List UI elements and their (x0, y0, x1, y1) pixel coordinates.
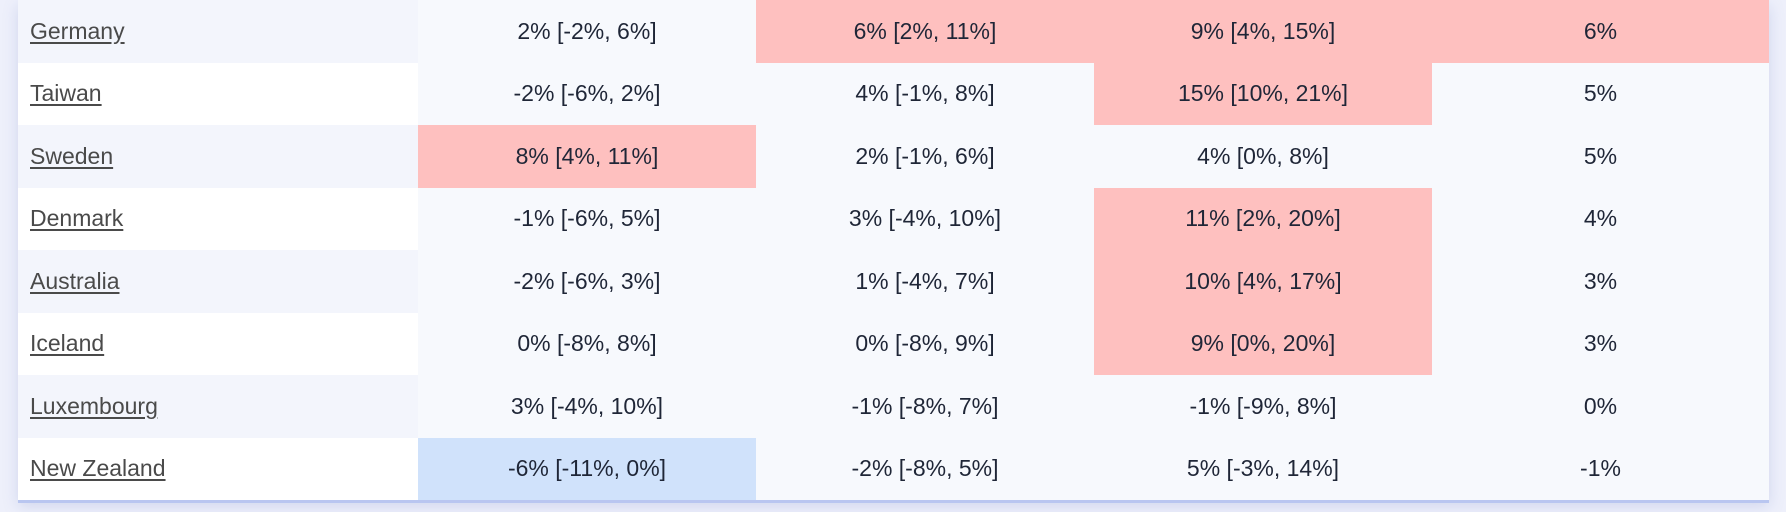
country-link[interactable]: Germany (30, 17, 125, 44)
country-name-cell: Sweden (18, 125, 418, 188)
country-name-cell: New Zealand (18, 437, 418, 500)
table-row: Germany 2% [-2%, 6%] 6% [2%, 11%] 9% [4%… (18, 0, 1769, 63)
value-cell: -2% [-8%, 5%] (756, 437, 1094, 500)
value-cell: 3% [-4%, 10%] (756, 187, 1094, 250)
country-name-cell: Denmark (18, 187, 418, 250)
country-link[interactable]: Sweden (30, 142, 114, 169)
value-cell: 6% [2%, 11%] (756, 0, 1094, 63)
country-link[interactable]: Australia (30, 267, 120, 294)
summary-cell: 5% (1432, 125, 1769, 188)
value-cell: 9% [4%, 15%] (1094, 0, 1432, 63)
value-cell: -1% [-6%, 5%] (418, 187, 756, 250)
value-cell: 5% [-3%, 14%] (1094, 437, 1432, 500)
value-cell: 3% [-4%, 10%] (418, 375, 756, 438)
summary-cell: -1% (1432, 437, 1769, 500)
table-row: Iceland 0% [-8%, 8%] 0% [-8%, 9%] 9% [0%… (18, 312, 1769, 375)
value-cell: -2% [-6%, 3%] (418, 250, 756, 313)
country-name-cell: Taiwan (18, 62, 418, 125)
summary-cell: 5% (1432, 62, 1769, 125)
results-table: Germany 2% [-2%, 6%] 6% [2%, 11%] 9% [4%… (18, 0, 1769, 500)
value-cell: 2% [-2%, 6%] (418, 0, 756, 63)
summary-cell: 3% (1432, 250, 1769, 313)
value-cell: 0% [-8%, 9%] (756, 312, 1094, 375)
country-name-cell: Australia (18, 250, 418, 313)
value-cell: 10% [4%, 17%] (1094, 250, 1432, 313)
country-name-cell: Luxembourg (18, 375, 418, 438)
country-name-cell: Iceland (18, 312, 418, 375)
table-row: Taiwan -2% [-6%, 2%] 4% [-1%, 8%] 15% [1… (18, 62, 1769, 125)
value-cell: 15% [10%, 21%] (1094, 62, 1432, 125)
summary-cell: 4% (1432, 187, 1769, 250)
value-cell: 4% [0%, 8%] (1094, 125, 1432, 188)
table-body: Germany 2% [-2%, 6%] 6% [2%, 11%] 9% [4%… (18, 0, 1769, 500)
country-name-cell: Germany (18, 0, 418, 63)
summary-cell: 0% (1432, 375, 1769, 438)
country-link[interactable]: New Zealand (30, 455, 166, 482)
table-row: Australia -2% [-6%, 3%] 1% [-4%, 7%] 10%… (18, 250, 1769, 313)
value-cell: 4% [-1%, 8%] (756, 62, 1094, 125)
value-cell: 8% [4%, 11%] (418, 125, 756, 188)
value-cell: -1% [-9%, 8%] (1094, 375, 1432, 438)
value-cell: 1% [-4%, 7%] (756, 250, 1094, 313)
table-row: Denmark -1% [-6%, 5%] 3% [-4%, 10%] 11% … (18, 187, 1769, 250)
country-link[interactable]: Taiwan (30, 80, 102, 107)
country-link[interactable]: Iceland (30, 330, 105, 357)
value-cell: 9% [0%, 20%] (1094, 312, 1432, 375)
table-row: Luxembourg 3% [-4%, 10%] -1% [-8%, 7%] -… (18, 375, 1769, 438)
country-link[interactable]: Luxembourg (30, 392, 158, 419)
country-results-table: Germany 2% [-2%, 6%] 6% [2%, 11%] 9% [4%… (18, 0, 1769, 500)
summary-cell: 6% (1432, 0, 1769, 63)
table-row: New Zealand -6% [-11%, 0%] -2% [-8%, 5%]… (18, 437, 1769, 500)
value-cell: 0% [-8%, 8%] (418, 312, 756, 375)
value-cell: -2% [-6%, 2%] (418, 62, 756, 125)
summary-cell: 3% (1432, 312, 1769, 375)
value-cell: -1% [-8%, 7%] (756, 375, 1094, 438)
value-cell: -6% [-11%, 0%] (418, 437, 756, 500)
value-cell: 2% [-1%, 6%] (756, 125, 1094, 188)
country-link[interactable]: Denmark (30, 205, 124, 232)
value-cell: 11% [2%, 20%] (1094, 187, 1432, 250)
table-row: Sweden 8% [4%, 11%] 2% [-1%, 6%] 4% [0%,… (18, 125, 1769, 188)
